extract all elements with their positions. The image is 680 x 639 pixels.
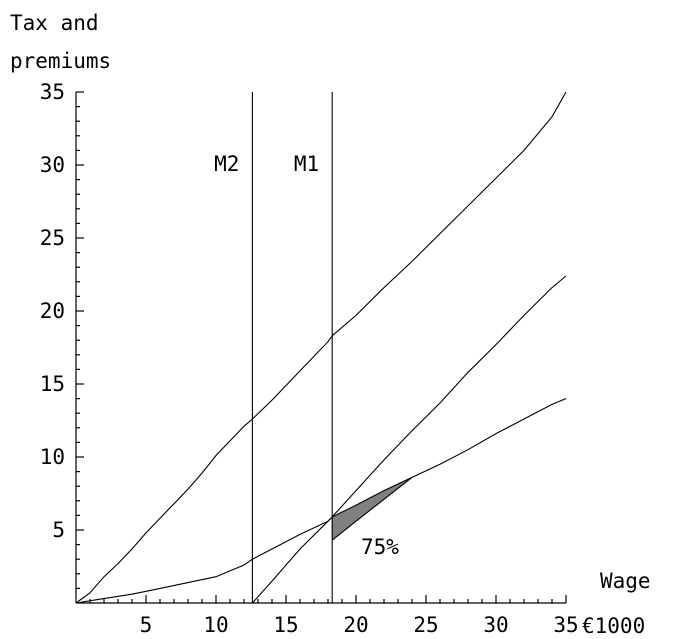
ticks: 5 10 15 20 25 30 35 5 10 15 20 25 30 35 [40,80,579,637]
series-line-4 [331,476,413,541]
y-tick-label: 10 [40,445,65,469]
x-axis-label-line-2: €1000 [582,614,645,638]
marker-label-m2: M2 [214,152,239,176]
vertical-markers: M2 M1 [214,92,333,603]
series-line-1 [75,91,567,604]
x-tick-label: 15 [273,613,298,637]
x-tick-label: 25 [413,613,438,637]
y-tick-label: 30 [40,153,65,177]
shaded-region-label: 75% [361,535,399,559]
series-lines [75,91,567,604]
y-axis-label-line-1: Tax and [10,11,99,35]
y-tick-label: 20 [40,299,65,323]
y-tick-label: 15 [40,372,65,396]
series-line-2 [251,275,567,604]
y-tick-label: 5 [52,518,65,542]
y-tick-label: 35 [40,80,65,104]
y-tick-label: 25 [40,226,65,250]
x-tick-label: 35 [553,613,578,637]
series-line-3 [75,398,567,604]
x-tick-label: 10 [203,613,228,637]
x-tick-label: 5 [140,613,153,637]
y-axis-label-line-2: premiums [10,49,111,73]
x-axis-label-line-1: Wage [600,569,651,593]
x-tick-label: 20 [343,613,368,637]
x-tick-label: 30 [483,613,508,637]
marker-label-m1: M1 [294,152,319,176]
axes [75,92,566,604]
